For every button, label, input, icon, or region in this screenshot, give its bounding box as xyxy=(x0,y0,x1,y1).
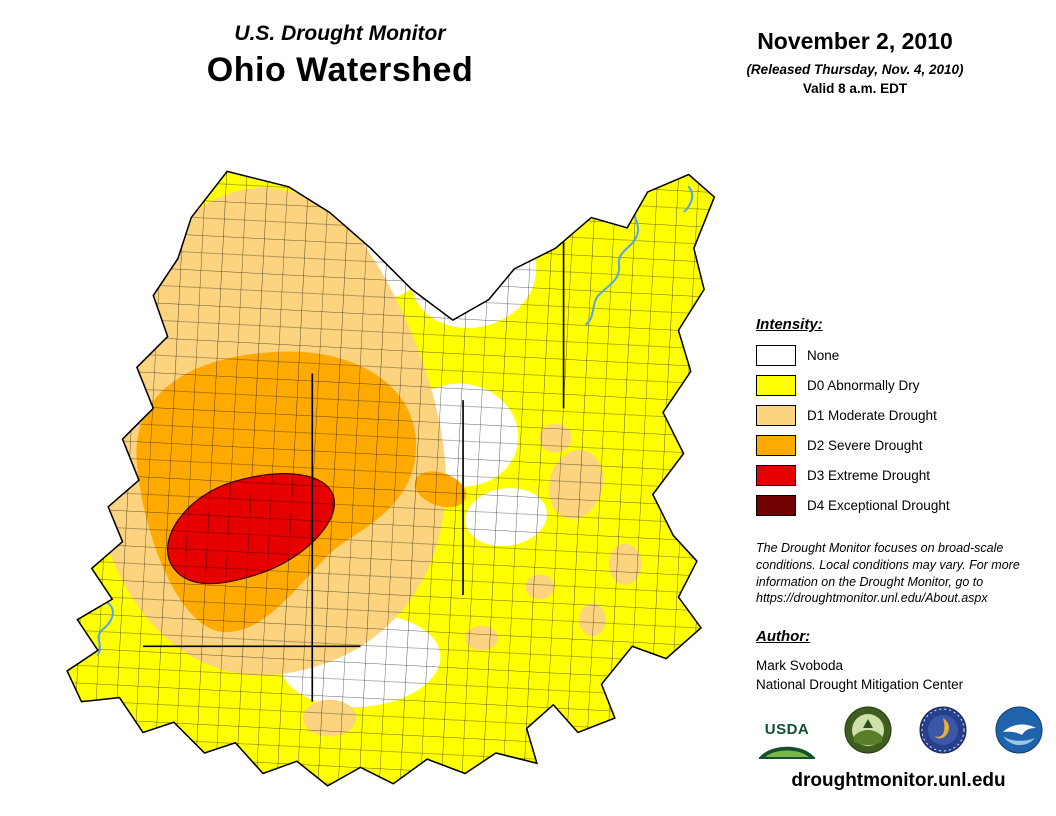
author-heading: Author: xyxy=(756,628,811,645)
watershed-outline xyxy=(66,170,716,787)
legend-item-d0: D0 Abnormally Dry xyxy=(756,375,1036,396)
legend-swatch-d1 xyxy=(756,405,796,426)
footer-url: droughtmonitor.unl.edu xyxy=(791,770,1006,791)
usda-logo-field xyxy=(759,746,815,759)
header-left: U.S. Drought Monitor Ohio Watershed xyxy=(140,22,540,90)
legend-swatch-none xyxy=(756,345,796,366)
commerce-seal-logo xyxy=(919,706,967,759)
page-title: Ohio Watershed xyxy=(206,51,474,89)
drought-map-svg xyxy=(66,170,716,787)
legend-heading: Intensity: xyxy=(756,316,823,333)
allegheny-river-line xyxy=(585,193,640,326)
ndmc-logo xyxy=(844,706,892,759)
usda-logo: USDA xyxy=(758,721,816,759)
usda-logo-text: USDA xyxy=(764,721,810,738)
legend-label-d3: D3 Extreme Drought xyxy=(807,468,931,483)
legend-item-d2: D2 Severe Drought xyxy=(756,435,1036,456)
legend-item-none: None xyxy=(756,345,1036,366)
legend-swatch-d0 xyxy=(756,375,796,396)
legend-item-d3: D3 Extreme Drought xyxy=(756,465,1036,486)
legend-label-d4: D4 Exceptional Drought xyxy=(807,498,950,513)
legend-label-d1: D1 Moderate Drought xyxy=(807,408,937,423)
legend: Intensity: None D0 Abnormally Dry D1 Mod… xyxy=(756,316,1036,525)
monitor-title: U.S. Drought Monitor xyxy=(234,22,446,45)
release-date: (Released Thursday, Nov. 4, 2010) xyxy=(746,62,964,77)
legend-swatch-d2 xyxy=(756,435,796,456)
legend-label-d2: D2 Severe Drought xyxy=(807,438,923,453)
author-block: Author: Mark Svoboda National Drought Mi… xyxy=(756,628,1036,695)
header-right: November 2, 2010 (Released Thursday, Nov… xyxy=(690,28,1020,96)
legend-item-d4: D4 Exceptional Drought xyxy=(756,495,1036,516)
legend-swatch-d3 xyxy=(756,465,796,486)
legend-swatch-d4 xyxy=(756,495,796,516)
legend-item-d1: D1 Moderate Drought xyxy=(756,405,1036,426)
noaa-logo xyxy=(995,706,1043,759)
author-name: Mark Svoboda xyxy=(756,658,844,673)
legend-label-d0: D0 Abnormally Dry xyxy=(807,378,920,393)
disclaimer-text: The Drought Monitor focuses on broad-sca… xyxy=(756,541,1020,606)
author-organization: National Drought Mitigation Center xyxy=(756,676,964,692)
legend-label-none: None xyxy=(807,348,840,363)
ohio-river-line xyxy=(96,602,114,656)
logo-row: USDA xyxy=(758,706,1043,759)
map-date: November 2, 2010 xyxy=(757,28,953,54)
drought-map xyxy=(22,156,742,801)
valid-time: Valid 8 a.m. EDT xyxy=(802,81,908,96)
